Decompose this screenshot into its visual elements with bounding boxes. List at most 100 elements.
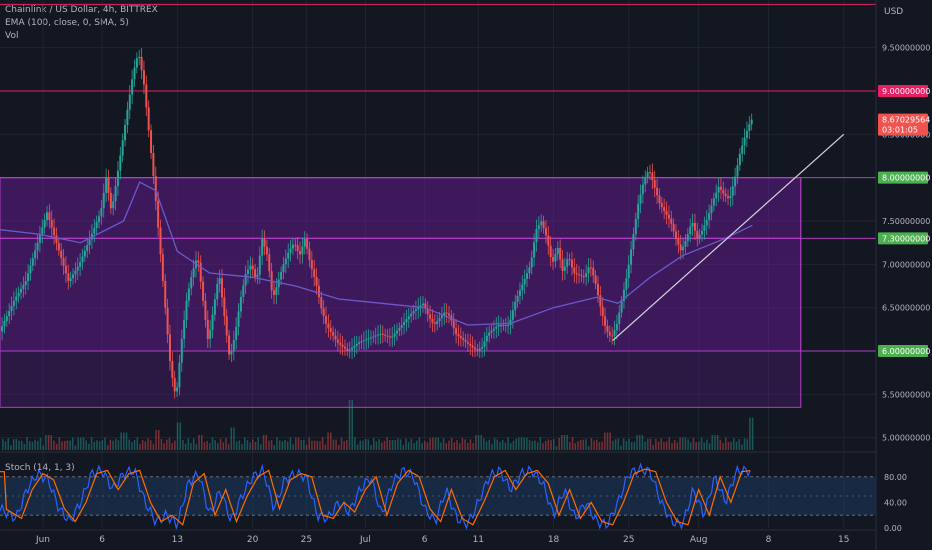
volume-bar <box>434 437 437 450</box>
volume-bar <box>531 441 534 450</box>
candle-body <box>731 186 734 196</box>
candle-body <box>682 246 685 251</box>
candle-body <box>521 284 524 291</box>
volume-bar <box>749 417 751 450</box>
candle-body <box>641 184 644 195</box>
candle-body <box>107 177 110 193</box>
candle-body <box>379 333 382 335</box>
candle-body <box>424 303 427 309</box>
candle-body <box>145 84 148 108</box>
volume-bar <box>235 441 238 450</box>
volume-bar <box>526 437 528 450</box>
volume-bars <box>2 400 754 450</box>
volume-bar <box>738 439 740 450</box>
candle-body <box>105 177 108 193</box>
price-tick-label: 7.00000000 <box>882 260 930 269</box>
volume-bar <box>655 438 657 450</box>
volume-bar <box>714 435 716 450</box>
candle-body <box>313 269 316 277</box>
volume-bar <box>329 432 332 450</box>
candle-body <box>457 334 460 337</box>
volume-bar <box>523 437 525 450</box>
trendline[interactable] <box>612 133 845 342</box>
candle-body <box>69 278 72 281</box>
candle-body <box>133 67 136 80</box>
candle-body <box>549 245 552 258</box>
time-tick-label: Jul <box>359 535 371 545</box>
volume-bar <box>630 442 633 450</box>
price-badge <box>878 345 928 357</box>
volume-bar <box>88 443 90 450</box>
candle-body <box>469 343 472 346</box>
candle-body <box>289 248 292 253</box>
volume-bar <box>389 440 391 450</box>
candle-body <box>197 260 200 263</box>
candle-body <box>128 94 131 110</box>
candle-body <box>83 250 86 257</box>
volume-bar <box>93 441 96 450</box>
candle-body <box>294 244 297 246</box>
volume-bar <box>561 435 563 450</box>
candle-body <box>161 254 164 281</box>
candle-body <box>377 334 380 336</box>
volume-bar <box>407 442 410 450</box>
volume-bar <box>518 437 520 450</box>
volume-bar <box>281 441 284 450</box>
candle-body <box>696 230 699 239</box>
candle-body <box>251 265 254 270</box>
volume-bar <box>155 430 157 450</box>
volume-bar <box>206 440 208 450</box>
volume-bar <box>383 440 386 450</box>
candle-body <box>540 221 543 226</box>
candle-body <box>656 187 659 196</box>
candle-body <box>213 299 216 315</box>
volume-bar <box>501 439 504 450</box>
candle-body <box>263 239 266 247</box>
candle-body <box>199 262 202 282</box>
volume-bar <box>571 437 574 450</box>
candle-body <box>630 249 633 265</box>
candle-body <box>185 300 188 320</box>
volume-bar <box>735 441 738 450</box>
price-badge-label: 8.67029564 <box>882 116 930 125</box>
volume-bar <box>553 438 555 450</box>
time-axis[interactable]: Jun 6 13 20 25 Jul 6 11 18 25 Aug 8 15 <box>0 529 876 545</box>
candle-body <box>358 342 361 344</box>
volume-bar <box>179 422 181 450</box>
volume-bar <box>120 432 122 450</box>
volume-bar <box>722 443 724 450</box>
candle-body <box>119 155 122 171</box>
candle-body <box>618 312 621 324</box>
candle-body <box>573 267 576 274</box>
candle-body <box>142 70 145 85</box>
candle-body <box>509 319 512 325</box>
volume-bar <box>418 437 421 450</box>
stoch-d-line <box>0 468 751 526</box>
volume-bar <box>284 440 286 450</box>
volume-bar <box>665 441 668 450</box>
volume-bar <box>187 438 190 450</box>
volume-bar <box>152 443 155 450</box>
candle-body <box>724 193 727 197</box>
price-axis[interactable]: 9.500000008.500000007.500000007.00000000… <box>875 0 932 550</box>
volume-bar <box>115 438 117 450</box>
volume-bar <box>4 441 7 450</box>
volume-bar <box>499 442 501 450</box>
volume-bar <box>579 439 582 450</box>
stoch-tick-label: 0.00 <box>884 524 902 533</box>
volume-bar <box>703 442 705 450</box>
candle-body <box>552 257 555 262</box>
volume-bar <box>692 437 695 450</box>
candle-body <box>604 316 607 326</box>
candle-body <box>220 278 223 298</box>
volume-bar <box>20 440 23 450</box>
candle-body <box>405 319 408 323</box>
candle-body <box>554 253 557 262</box>
candle-body <box>206 319 209 339</box>
volume-bar <box>268 440 270 450</box>
volume-bar <box>39 437 42 450</box>
candle-body <box>684 240 687 247</box>
volume-bar <box>743 438 746 450</box>
candle-body <box>100 208 103 217</box>
